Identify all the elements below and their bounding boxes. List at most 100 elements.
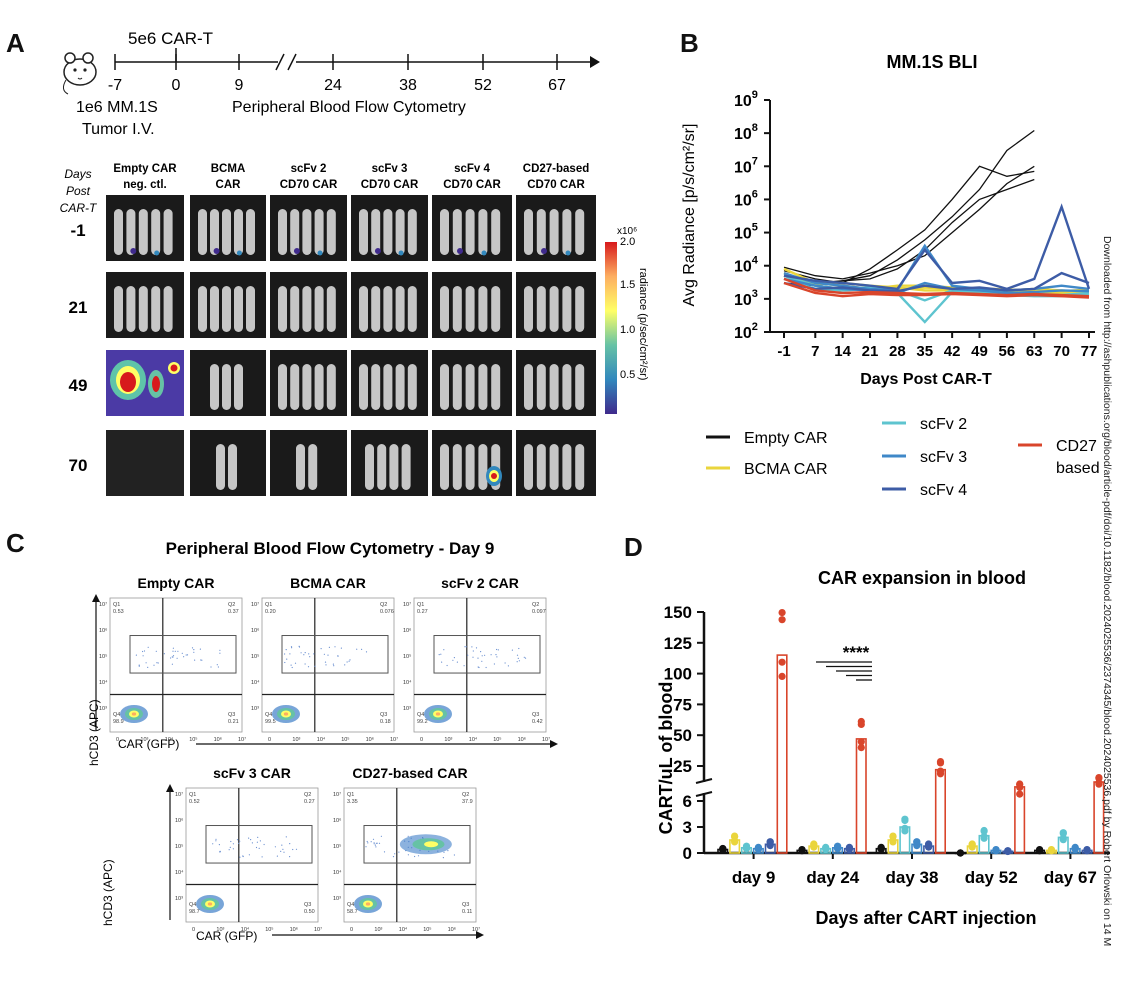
y-tick-label: 105 <box>734 222 758 243</box>
panel-d-label: D <box>624 532 643 562</box>
svg-text:Q4: Q4 <box>189 902 196 908</box>
x-tick-label: 56 <box>999 343 1016 360</box>
x-tick-label: 42 <box>944 343 961 360</box>
data-point <box>1095 780 1103 788</box>
group-header-line2: CD70 CAR <box>280 179 338 191</box>
bli-image-tile <box>106 272 184 338</box>
timeline-tick-label: 67 <box>548 77 566 94</box>
flow-tick: 10⁷ <box>251 601 259 608</box>
bar-series <box>729 832 1058 855</box>
chart-d-ylabel: CART/uL of blood <box>656 682 676 835</box>
flow-tick: 10³ <box>403 706 411 712</box>
group-header-line1: scFv 3 <box>372 163 408 175</box>
bli-image-tile <box>106 430 184 496</box>
svg-text:Q1: Q1 <box>265 602 272 608</box>
data-point <box>913 842 921 850</box>
series-cd27-based <box>783 277 1090 299</box>
flow-tick: 10⁵ <box>175 843 183 850</box>
series-line <box>783 203 1091 291</box>
svg-text:Q4: Q4 <box>113 712 120 718</box>
day-label: -1 <box>70 221 85 240</box>
colorbar-label: radiance (p/sec/cm²/sr) <box>637 268 649 380</box>
data-point <box>1036 847 1044 855</box>
panel-c-title: Peripheral Blood Flow Cytometry - Day 9 <box>166 539 495 558</box>
panel-b-label: B <box>680 28 699 58</box>
y-tick-label: 3 <box>683 818 692 837</box>
flow-tick: 10⁷ <box>175 791 183 798</box>
data-point <box>778 616 786 624</box>
bli-image-tile <box>351 350 428 416</box>
svg-text:Q2: Q2 <box>532 602 539 608</box>
flow-tick: 10³ <box>292 737 300 743</box>
y-tick-label: 50 <box>673 726 692 745</box>
panel-b: B MM.1S BLI Avg Radiance [p/s/cm²/sr] Da… <box>680 28 1100 499</box>
group-header-line2: CAR <box>216 179 242 191</box>
flow-tick: 10⁷ <box>314 926 322 933</box>
flow-xaxis-2: CAR (GFP) <box>196 929 257 943</box>
data-point <box>968 843 976 851</box>
y-tick-label: 107 <box>734 155 758 176</box>
data-point <box>778 658 786 666</box>
timeline: -7 0 9 24 38 52 67 <box>108 53 600 94</box>
timeline-tick-label: -7 <box>108 77 122 94</box>
row-header-2: Post <box>66 184 91 198</box>
svg-text:0.53: 0.53 <box>113 609 124 615</box>
bli-image-tile <box>432 430 512 496</box>
flow-tick: 10⁴ <box>175 869 184 876</box>
data-point <box>992 847 1000 855</box>
svg-text:Q3: Q3 <box>532 712 539 718</box>
group-header-line2: CD70 CAR <box>361 179 419 191</box>
legend-label: BCMA CAR <box>744 461 828 478</box>
group-header-line2: neg. ctl. <box>123 179 166 191</box>
chart-d-title: CAR expansion in blood <box>818 568 1026 588</box>
series-line <box>783 165 1035 284</box>
data-point <box>845 845 853 853</box>
legend-item: CD27 based <box>1018 438 1100 477</box>
y-tick-label: 150 <box>664 603 692 622</box>
data-point <box>778 609 786 617</box>
svg-text:Q4: Q4 <box>265 712 272 718</box>
x-tick-label: day 52 <box>965 868 1018 887</box>
data-point <box>889 838 897 846</box>
svg-text:0.27: 0.27 <box>304 799 315 805</box>
flow-tick: 10⁵ <box>189 736 197 743</box>
group-header-line2: CD70 CAR <box>527 179 585 191</box>
data-point <box>980 834 988 842</box>
x-tick-label: 28 <box>889 343 906 360</box>
bli-image-tile <box>106 350 184 416</box>
flow-plot-title: Empty CAR <box>137 575 214 591</box>
panel-d: D CAR expansion in blood CART/uL of bloo… <box>624 532 1110 928</box>
flow-tick: 10⁷ <box>390 736 398 743</box>
flow-tick: 10⁶ <box>175 817 183 824</box>
flow-tick: 10³ <box>251 706 259 712</box>
x-tick-label: 14 <box>834 343 851 360</box>
chart-b-ylabel: Avg Radiance [p/s/cm²/sr] <box>681 124 698 307</box>
data-point <box>877 845 885 853</box>
flow-tick: 10³ <box>175 896 183 902</box>
data-point <box>936 759 945 767</box>
svg-text:Q3: Q3 <box>228 712 235 718</box>
svg-text:98.9: 98.9 <box>113 719 124 725</box>
flow-tick: 10⁵ <box>99 653 107 660</box>
dose-label: 5e6 CAR-T <box>128 29 213 48</box>
flow-tick: 10⁵ <box>423 926 431 933</box>
download-watermark: Downloaded from http://ashpublications.o… <box>1101 236 1113 946</box>
flow-tick: 10⁷ <box>472 926 480 933</box>
flow-yaxis-1: hCD3 (APC) <box>87 699 101 766</box>
svg-text:3.35: 3.35 <box>347 799 358 805</box>
bli-image-tile <box>270 272 347 338</box>
bli-image-tile <box>351 430 428 496</box>
bar-series <box>776 609 1105 854</box>
day-label: 70 <box>69 456 88 475</box>
svg-text:0.076: 0.076 <box>380 609 394 615</box>
y-tick-label: 6 <box>683 792 692 811</box>
flow-tick: 10⁴ <box>241 926 250 933</box>
bli-image-tile <box>190 195 266 261</box>
svg-text:0.27: 0.27 <box>417 609 428 615</box>
x-tick-label: 70 <box>1053 343 1070 360</box>
row-header-3: CAR-T <box>60 201 98 215</box>
svg-text:Q4: Q4 <box>347 902 354 908</box>
y-tick-label: 103 <box>734 288 758 309</box>
